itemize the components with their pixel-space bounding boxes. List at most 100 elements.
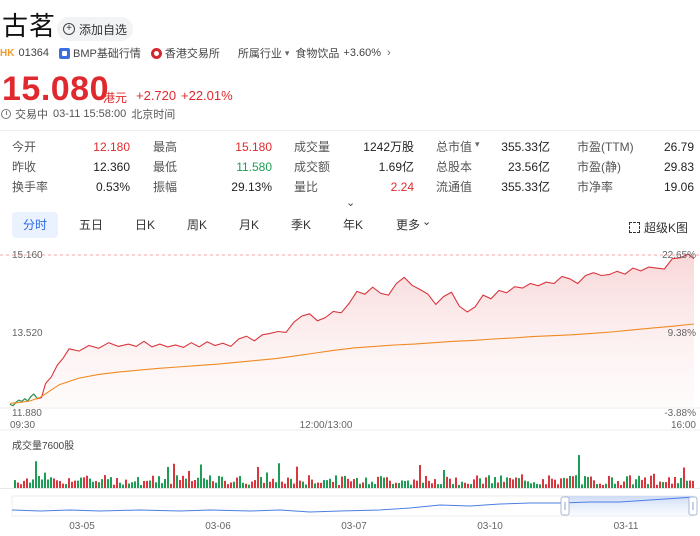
tab-2[interactable]: 日K	[134, 218, 155, 232]
add-watchlist-button[interactable]: + 添加自选	[57, 17, 133, 41]
sector-link[interactable]: 食物饮品	[295, 48, 340, 60]
stat-value: 15.180	[235, 140, 272, 154]
minimap-date-label: 03-07	[341, 521, 367, 532]
volume-bar	[260, 476, 262, 488]
volume-bar	[677, 483, 679, 488]
volume-bar	[218, 475, 220, 488]
tab-4[interactable]: 月K	[238, 218, 259, 232]
volume-bar	[392, 483, 394, 488]
volume-bar	[497, 482, 499, 488]
volume-bar	[323, 480, 325, 488]
stat-label: 最高	[153, 140, 178, 154]
add-watchlist-label: 添加自选	[78, 22, 127, 37]
volume-bar	[611, 477, 613, 488]
volume-bar	[488, 475, 490, 488]
expand-stats-chevron-icon[interactable]: ⌄	[346, 197, 356, 209]
minimap-date-label: 03-10	[477, 521, 503, 532]
volume-bar	[272, 478, 274, 488]
volume-bar	[350, 481, 352, 488]
volume-bar	[395, 482, 397, 488]
volume-bar	[674, 477, 676, 488]
stat-label: 换手率	[12, 180, 49, 194]
industry-dropdown[interactable]: 所属行业	[237, 48, 282, 60]
volume-bar	[182, 475, 184, 488]
clock-icon	[1, 109, 11, 119]
current-price: 15.080	[2, 70, 109, 108]
volume-bar	[404, 481, 406, 488]
volume-bar	[560, 478, 562, 488]
stat-value: 0.53%	[95, 180, 130, 194]
stat-label: 成交量	[294, 140, 331, 154]
volume-bar	[185, 478, 187, 488]
volume-bar	[542, 479, 544, 488]
volume-bar	[239, 475, 241, 488]
tab-7[interactable]: 更多	[395, 218, 420, 232]
stat-label: 昨收	[12, 160, 37, 174]
y-axis-label-right: -3.88%	[664, 408, 696, 419]
sector-change: +3.60%	[343, 47, 382, 59]
volume-bar	[554, 479, 556, 488]
bmp-icon	[59, 47, 71, 59]
volume-bar	[17, 482, 19, 488]
volume-bar	[101, 479, 103, 488]
volume-bar	[137, 477, 139, 488]
volume-bar	[20, 484, 22, 488]
tab-1[interactable]: 五日	[78, 218, 103, 232]
volume-bar	[434, 479, 436, 488]
volume-bar	[491, 483, 493, 488]
volume-bar	[290, 478, 292, 488]
volume-bar	[158, 476, 160, 488]
volume-bar	[92, 481, 94, 488]
volume-bar	[668, 477, 670, 488]
tab-0[interactable]: 分时	[12, 212, 58, 238]
volume-bar	[653, 473, 655, 488]
volume-bar	[413, 479, 415, 488]
volume-bar	[683, 467, 685, 488]
volume-bar	[470, 484, 472, 488]
volume-bar	[74, 480, 76, 488]
volume-bar	[686, 480, 688, 488]
tab-6[interactable]: 年K	[342, 218, 363, 232]
volume-bar	[80, 477, 82, 488]
tab-3[interactable]: 周K	[186, 218, 207, 232]
volume-bar	[284, 483, 286, 488]
market-cap-dropdown-icon[interactable]: ▾	[475, 139, 480, 149]
volume-bar	[368, 484, 370, 488]
volume-bar	[602, 484, 604, 488]
volume-bar	[440, 484, 442, 488]
minimap-date-label: 03-06	[205, 521, 231, 532]
volume-bar	[107, 479, 109, 488]
tab-5[interactable]: 季K	[290, 218, 311, 232]
volume-bar	[245, 483, 247, 488]
volume-bar	[536, 483, 538, 488]
volume-bar	[362, 482, 364, 488]
super-k-label: 超级K图	[643, 221, 688, 235]
volume-bar	[443, 470, 445, 488]
stock-meta-row: HK 01364 BMP基础行情 香港交易所 所属行业 ▾ 食物饮品 +3.60…	[0, 44, 391, 62]
stat-value: 19.06	[663, 180, 694, 194]
volume-bar	[50, 477, 52, 488]
trading-status: 交易中 03-11 15:58:00 北京时间	[1, 106, 180, 122]
volume-bar	[620, 484, 622, 488]
volume-bar	[584, 476, 586, 488]
volume-bar	[416, 480, 418, 488]
volume-bar	[656, 484, 658, 488]
stat-label: 总股本	[436, 160, 473, 174]
volume-bar	[626, 476, 628, 488]
super-k-button[interactable]: 超级K图	[628, 219, 688, 236]
volume-bar	[140, 484, 142, 488]
volume-bar	[122, 484, 124, 488]
volume-bar	[332, 481, 334, 488]
volume-bar	[506, 477, 508, 488]
volume-bar	[614, 483, 616, 488]
volume-bar	[464, 482, 466, 488]
volume-bar	[161, 483, 163, 488]
intraday-chart[interactable]: 15.160 13.520 11.880 22.65% 9.38% -3.88% 09:30…	[0, 240, 700, 536]
stat-value: 29.13%	[231, 180, 272, 194]
volume-bar	[635, 479, 637, 488]
volume-bar	[374, 483, 376, 488]
minimap-line	[11, 496, 695, 513]
price-line	[9, 253, 695, 407]
chevron-right-icon[interactable]: ›	[387, 47, 391, 59]
volume-bar	[275, 482, 277, 488]
